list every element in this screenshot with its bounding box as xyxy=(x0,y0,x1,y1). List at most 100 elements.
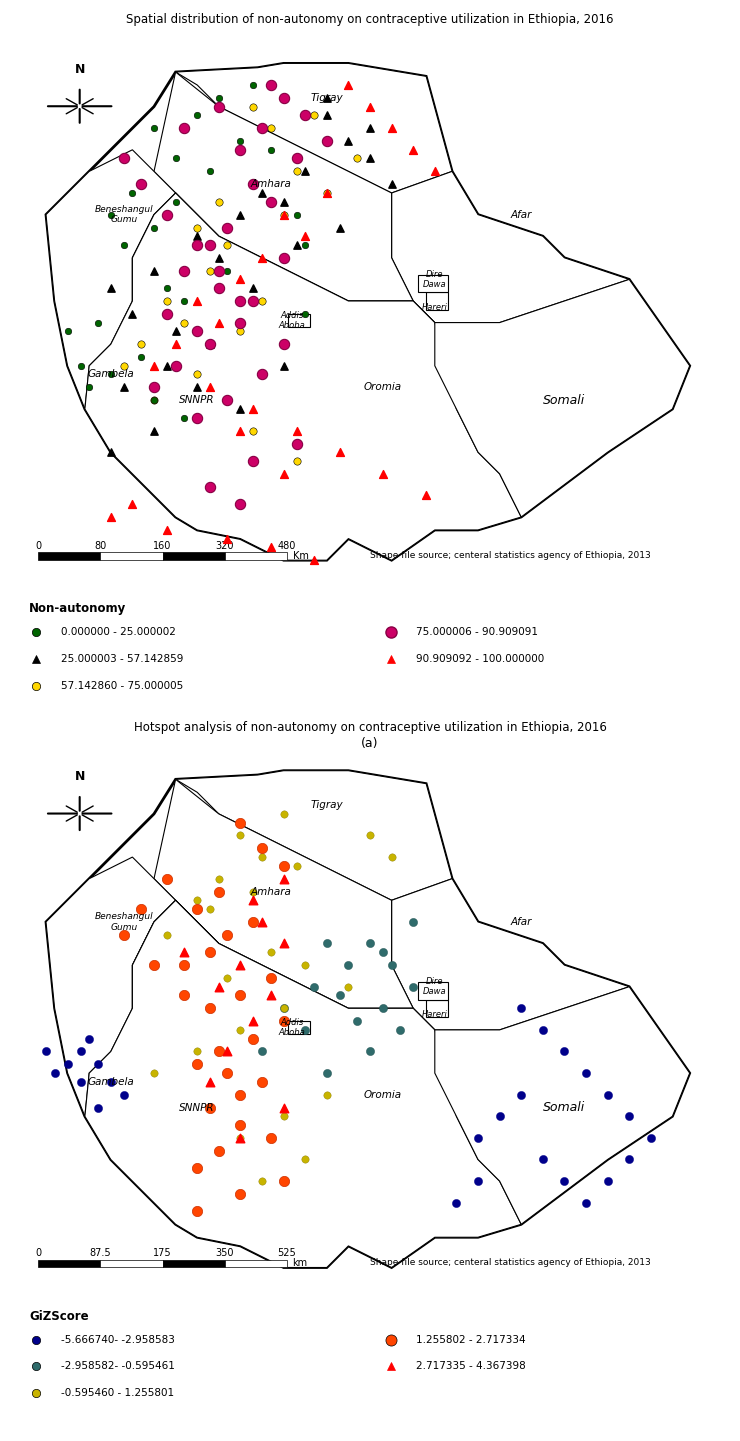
Point xyxy=(105,506,117,529)
Point xyxy=(308,976,320,999)
Point xyxy=(191,363,203,386)
Point xyxy=(235,984,246,1007)
Point xyxy=(364,147,376,170)
Point xyxy=(247,1027,259,1050)
Bar xyxy=(163,1259,225,1267)
Point xyxy=(148,954,160,977)
Text: 525: 525 xyxy=(278,1248,297,1258)
Point xyxy=(235,138,246,161)
Bar xyxy=(225,1259,287,1267)
Point xyxy=(623,1105,635,1128)
Point xyxy=(178,941,190,964)
Point xyxy=(161,203,173,226)
Point xyxy=(221,1062,233,1085)
Point xyxy=(278,1105,289,1128)
Point xyxy=(278,203,289,226)
Text: Somali: Somali xyxy=(543,393,585,406)
Text: (a): (a) xyxy=(361,738,379,751)
Point xyxy=(178,117,190,140)
Point xyxy=(364,824,376,847)
Text: -2.958582- -0.595461: -2.958582- -0.595461 xyxy=(61,1362,175,1372)
Point xyxy=(334,984,346,1007)
Text: Tigray: Tigray xyxy=(311,92,343,102)
Point xyxy=(256,117,268,140)
Point xyxy=(148,216,160,239)
Text: Shape file source; centeral statistics agency of Ethiopia, 2013: Shape file source; centeral statistics a… xyxy=(370,550,650,559)
Text: 57.142860 - 75.000005: 57.142860 - 75.000005 xyxy=(61,680,184,690)
Point xyxy=(247,889,259,912)
Point xyxy=(169,354,181,378)
Point xyxy=(204,333,216,356)
Point xyxy=(364,95,376,118)
Point xyxy=(105,203,117,226)
Point xyxy=(118,147,130,170)
Text: 80: 80 xyxy=(94,540,107,550)
Polygon shape xyxy=(132,193,521,561)
Point xyxy=(235,824,246,847)
Point xyxy=(256,290,268,313)
Point xyxy=(92,1097,104,1120)
Point xyxy=(278,855,289,878)
Point xyxy=(559,1170,571,1193)
Text: Dire
Dawa: Dire Dawa xyxy=(423,977,447,996)
Point xyxy=(178,984,190,1007)
Point xyxy=(602,1084,613,1107)
Text: 87.5: 87.5 xyxy=(90,1248,111,1258)
Point xyxy=(278,997,289,1020)
Point xyxy=(299,1148,311,1172)
Text: Non-autonomy: Non-autonomy xyxy=(29,602,127,615)
Point xyxy=(213,259,225,282)
Point xyxy=(247,290,259,313)
Point xyxy=(429,160,441,183)
Polygon shape xyxy=(391,171,629,323)
Point xyxy=(221,967,233,990)
Point xyxy=(343,954,354,977)
Point xyxy=(61,1053,73,1076)
Point xyxy=(247,73,259,97)
Point xyxy=(278,463,289,486)
Point xyxy=(278,86,289,110)
Polygon shape xyxy=(435,987,690,1225)
Point xyxy=(213,86,225,110)
Point xyxy=(127,182,138,205)
Text: Km: Km xyxy=(292,550,309,561)
Point xyxy=(213,95,225,118)
Point xyxy=(299,104,311,127)
Point xyxy=(299,233,311,256)
Point xyxy=(105,363,117,386)
Point xyxy=(407,911,419,934)
Text: Afar: Afar xyxy=(511,916,532,927)
Point xyxy=(169,147,181,170)
Point xyxy=(247,1010,259,1033)
Point xyxy=(407,138,419,161)
Point xyxy=(235,1127,246,1150)
Point xyxy=(127,493,138,516)
Point xyxy=(191,233,203,256)
Point xyxy=(321,1062,333,1085)
Text: 0: 0 xyxy=(36,540,41,550)
Point xyxy=(148,389,160,412)
Point xyxy=(235,1114,246,1137)
Text: GiZScore: GiZScore xyxy=(29,1310,89,1323)
Point xyxy=(377,941,389,964)
Point xyxy=(235,320,246,343)
Point xyxy=(75,1071,87,1094)
Polygon shape xyxy=(154,72,413,301)
Point xyxy=(213,1040,225,1063)
Text: 2.717335 - 4.367398: 2.717335 - 4.367398 xyxy=(416,1362,526,1372)
Point xyxy=(204,160,216,183)
Point xyxy=(386,173,397,196)
Text: Addis
Aboba: Addis Aboba xyxy=(279,1017,306,1038)
Polygon shape xyxy=(46,63,690,561)
Point xyxy=(235,138,246,161)
Point xyxy=(221,924,233,947)
Text: Beneshangul
Gumu: Beneshangul Gumu xyxy=(95,912,153,931)
Point xyxy=(278,997,289,1020)
Point xyxy=(420,484,432,507)
Point xyxy=(247,419,259,442)
Text: Tigray: Tigray xyxy=(311,800,343,810)
Point xyxy=(148,389,160,412)
Point xyxy=(265,1127,277,1150)
Polygon shape xyxy=(85,901,521,1268)
Bar xyxy=(38,552,101,559)
